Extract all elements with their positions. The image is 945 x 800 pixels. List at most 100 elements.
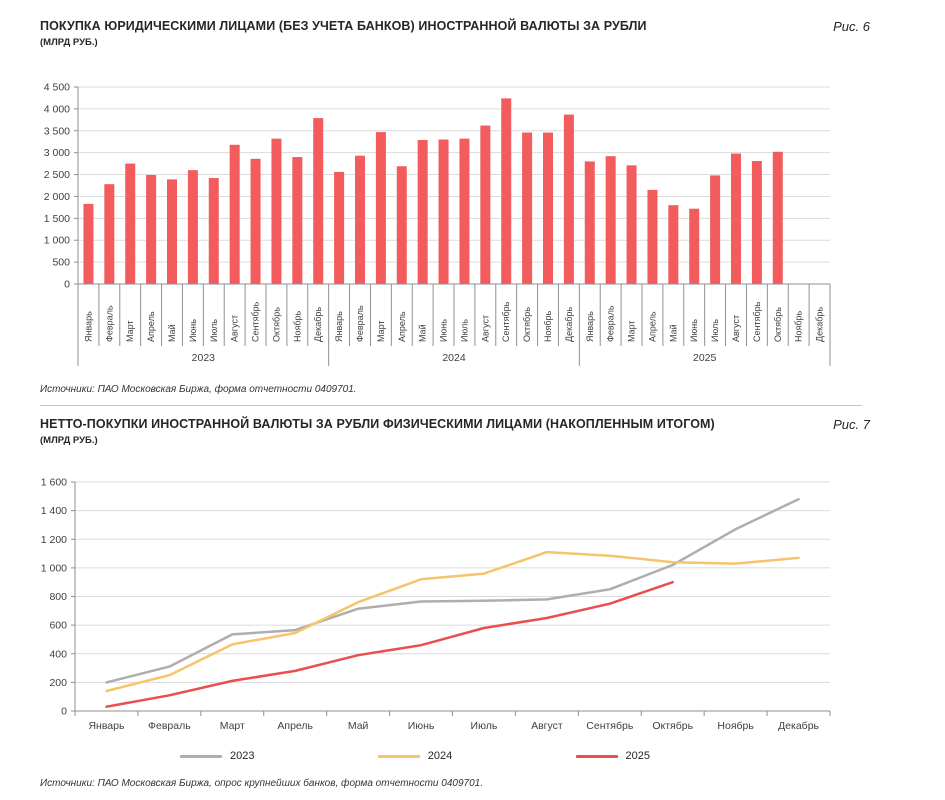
month-label: Декабрь xyxy=(313,307,323,342)
x-axis-category-label: Октябрь xyxy=(652,720,693,732)
y-axis-tick-label: 4 000 xyxy=(44,103,70,115)
month-label: Май xyxy=(167,324,177,342)
y-axis-tick-label: 0 xyxy=(64,279,70,291)
month-label: Апрель xyxy=(146,311,156,342)
month-label: Ноябрь xyxy=(794,310,804,342)
legend-line-2023-icon xyxy=(180,754,222,758)
month-label: Май xyxy=(418,324,428,342)
fig6-source: Источники: ПАО Московская Биржа, форма о… xyxy=(40,384,357,395)
bar-2025-Апрель xyxy=(647,189,658,284)
month-label: Июль xyxy=(459,319,469,342)
y-axis-tick-label: 600 xyxy=(49,620,67,632)
month-label: Октябрь xyxy=(522,307,532,342)
month-label: Апрель xyxy=(397,311,407,342)
fig7-source: Источники: ПАО Московская Биржа, опрос к… xyxy=(40,778,483,789)
y-axis-tick-label: 1 200 xyxy=(41,534,67,546)
legend-line-2024-icon xyxy=(377,754,420,758)
bar-2025-Август xyxy=(731,153,741,284)
x-axis-category-label: Ноябрь xyxy=(717,720,754,732)
month-label: Сентябрь xyxy=(501,301,511,342)
series-line-2023 xyxy=(105,497,800,684)
bar-2024-Декабрь xyxy=(563,114,574,284)
y-axis-tick-label: 0 xyxy=(61,706,67,718)
fig7-line-chart: 0 200 400 600 800 1 000 1 200 1 400 1 600 Январь Ф… xyxy=(41,477,831,732)
month-label: Май xyxy=(668,324,678,342)
bar-2023-Август xyxy=(229,144,240,284)
bar-2023-Июнь xyxy=(187,170,198,284)
y-axis-tick-label: 1 600 xyxy=(41,477,67,489)
fig6-unit: (МЛРД РУБ.) xyxy=(40,37,98,48)
month-label: Март xyxy=(125,320,135,342)
bar-2024-Июнь xyxy=(438,139,449,284)
bar-2024-Февраль xyxy=(355,155,365,284)
x-axis-category-label: Март xyxy=(220,720,245,732)
fig6-number: Рис. 6 xyxy=(833,19,870,34)
x-axis-category-label: Сентябрь xyxy=(586,720,634,732)
fig7-unit: (МЛРД РУБ.) xyxy=(40,435,98,446)
series-line-2024 xyxy=(105,550,800,693)
y-axis-tick-label: 1 400 xyxy=(41,505,67,517)
month-label: Октябрь xyxy=(271,307,281,342)
month-label: Январь xyxy=(585,311,595,342)
legend-label-2025: 2025 xyxy=(625,750,650,762)
bar-2024-Сентябрь xyxy=(501,98,512,284)
bar-2025-Февраль xyxy=(605,156,616,284)
bar-2025-Март xyxy=(626,165,637,284)
month-label: Июль xyxy=(710,319,720,342)
month-label: Ноябрь xyxy=(543,310,553,342)
bar-2025-Январь xyxy=(584,161,595,284)
month-label: Февраль xyxy=(606,305,616,342)
bar-2023-Май xyxy=(167,179,177,284)
fig6-title: ПОКУПКА ЮРИДИЧЕСКИМИ ЛИЦАМИ (БЕЗ УЧЕТА Б… xyxy=(40,19,647,33)
x-axis-category-label: Январь xyxy=(88,720,125,732)
bar-2024-Май xyxy=(417,139,428,284)
y-axis-tick-label: 1 000 xyxy=(44,235,70,247)
bar-2024-Январь xyxy=(334,171,345,284)
bar-2023-Март xyxy=(125,163,136,284)
x-axis-category-label: Декабрь xyxy=(778,720,819,732)
month-label: Сентябрь xyxy=(752,301,762,342)
y-axis-tick-label: 1 500 xyxy=(44,213,70,225)
month-label: Декабрь xyxy=(815,307,825,342)
bar-2023-Октябрь xyxy=(271,138,282,284)
bar-2023-Апрель xyxy=(146,174,157,284)
month-label: Август xyxy=(480,315,490,342)
fig7-legend: 2023 2024 2025 xyxy=(180,750,650,762)
x-axis-category-label: Июль xyxy=(471,720,498,732)
year-label: 2024 xyxy=(442,352,466,364)
fig6-header: ПОКУПКА ЮРИДИЧЕСКИМИ ЛИЦАМИ (БЕЗ УЧЕТА Б… xyxy=(40,19,870,48)
y-axis-tick-label: 500 xyxy=(52,257,70,269)
fig7-header: НЕТТО-ПОКУПКИ ИНОСТРАННОЙ ВАЛЮТЫ ЗА РУБЛ… xyxy=(40,417,870,446)
y-axis-tick-label: 800 xyxy=(49,591,67,603)
month-label: Февраль xyxy=(355,305,365,342)
month-label: Февраль xyxy=(104,305,114,342)
fig7-number: Рис. 7 xyxy=(833,417,870,432)
bar-2024-Октябрь xyxy=(522,132,533,284)
year-label: 2025 xyxy=(693,352,717,364)
month-label: Сентябрь xyxy=(251,301,261,342)
bar-2024-Август xyxy=(480,125,491,284)
y-axis-tick-label: 2 500 xyxy=(44,169,70,181)
month-label: Июнь xyxy=(689,319,699,342)
fig6-bar-chart: 0 500 1 000 1 500 2 000 2 500 3 000 3 500 4 000 4… xyxy=(44,82,831,366)
legend-item-2024: 2024 xyxy=(377,750,453,762)
month-label: Ноябрь xyxy=(292,310,302,342)
legend-label-2024: 2024 xyxy=(427,750,453,762)
section-divider xyxy=(40,405,862,406)
y-axis-tick-label: 200 xyxy=(49,677,67,689)
y-axis-tick-label: 2 000 xyxy=(44,191,70,203)
bar-2025-Октябрь xyxy=(772,151,783,284)
bar-2025-Июль xyxy=(710,175,721,284)
month-label: Июль xyxy=(209,319,219,342)
y-axis-tick-label: 1 000 xyxy=(41,562,67,574)
month-label: Август xyxy=(731,315,741,342)
bar-2024-Ноябрь xyxy=(543,132,553,284)
year-label: 2023 xyxy=(192,352,216,364)
legend-label-2023: 2023 xyxy=(230,750,255,762)
y-axis-tick-label: 3 000 xyxy=(44,147,70,159)
legend-item-2023: 2023 xyxy=(180,750,254,762)
x-axis-category-label: Апрель xyxy=(277,720,313,732)
month-label: Декабрь xyxy=(564,307,574,342)
month-label: Апрель xyxy=(647,311,657,342)
month-label: Март xyxy=(627,320,637,342)
